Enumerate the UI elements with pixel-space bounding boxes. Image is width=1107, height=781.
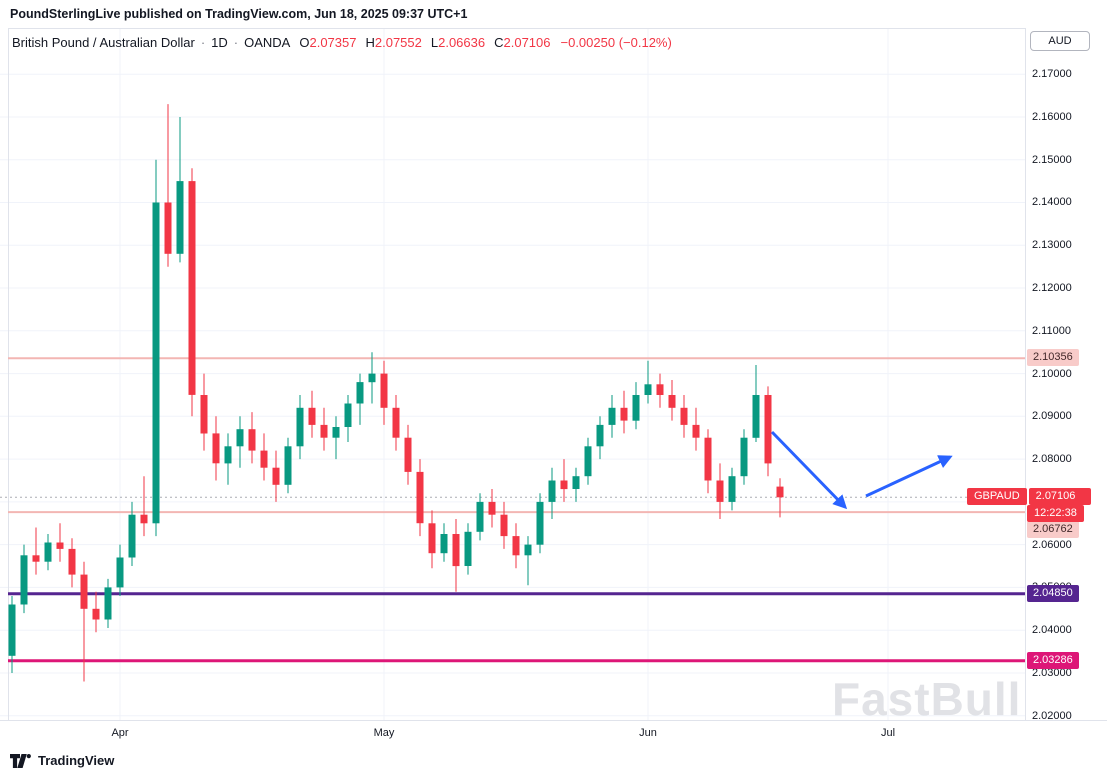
footer-brand[interactable]: TradingView [10, 753, 114, 768]
interval-label[interactable]: 1D [211, 35, 228, 50]
price-tick: 2.09000 [1032, 410, 1072, 423]
symbol-tag: GBPAUD [967, 488, 1027, 506]
price-tick: 2.06000 [1032, 538, 1072, 551]
price-level-badge: 2.04850 [1027, 584, 1079, 602]
change-label: −0.00250 (−0.12%) [560, 35, 672, 50]
price-tick: 2.08000 [1032, 453, 1072, 466]
price-scale-separator [1025, 28, 1026, 720]
time-axis[interactable]: Apr May Jun Jul [0, 720, 1107, 746]
time-tick: Jul [880, 727, 896, 739]
price-level-badge: 2.06762 [1027, 521, 1079, 539]
time-tick: Jun [639, 727, 657, 739]
chart-panel[interactable]: British Pound / Australian Dollar · 1D ·… [0, 28, 1107, 746]
ohlc-low: L2.06636 [430, 35, 486, 50]
price-tick: 2.17000 [1032, 68, 1072, 81]
chart-canvas[interactable] [0, 28, 1107, 720]
price-tick: 2.15000 [1032, 153, 1072, 166]
tradingview-wordmark: TradingView [38, 753, 115, 768]
legend-separator: · [233, 35, 239, 50]
price-level-badge: 2.10356 [1027, 349, 1079, 367]
time-tick: May [373, 727, 395, 739]
price-tick: 2.11000 [1032, 324, 1071, 337]
ohlc-high: H2.07552 [365, 35, 422, 50]
price-tick: 2.13000 [1032, 239, 1072, 252]
legend-separator: · [200, 35, 206, 50]
countdown-timer: 12:22:38 [1027, 505, 1084, 523]
current-price-value: 2.07106 [1028, 488, 1091, 506]
horizontal-lines-layer[interactable] [8, 357, 1025, 663]
ohlc-close: C2.07106 [494, 35, 551, 50]
current-price-label: GBPAUD 2.07106 [967, 488, 1091, 506]
price-tick: 2.12000 [1032, 282, 1072, 295]
price-tick: 2.04000 [1032, 624, 1072, 637]
price-scale[interactable]: AUD 2.17000 2.16000 2.15000 2.14000 2.13000 2… [1025, 28, 1107, 722]
time-tick: Apr [111, 727, 129, 739]
tradingview-logo-icon [10, 753, 31, 768]
price-tick: 2.02000 [1032, 709, 1072, 722]
price-level-badge: 2.03286 [1027, 651, 1079, 669]
price-tick: 2.16000 [1032, 110, 1072, 123]
symbol-legend: British Pound / Australian Dollar · 1D ·… [12, 35, 672, 50]
exchange-label[interactable]: OANDA [244, 35, 291, 50]
price-tick: 2.14000 [1032, 196, 1072, 209]
currency-label[interactable]: AUD [1030, 31, 1090, 51]
attribution-header: PoundSterlingLive published on TradingVi… [10, 7, 468, 21]
price-tick: 2.03000 [1032, 666, 1072, 679]
ohlc-open: O2.07357 [299, 35, 357, 50]
price-tick: 2.10000 [1032, 367, 1072, 380]
candles-layer[interactable] [8, 104, 784, 682]
symbol-title[interactable]: British Pound / Australian Dollar [12, 35, 195, 50]
trend-arrows[interactable] [770, 430, 953, 510]
